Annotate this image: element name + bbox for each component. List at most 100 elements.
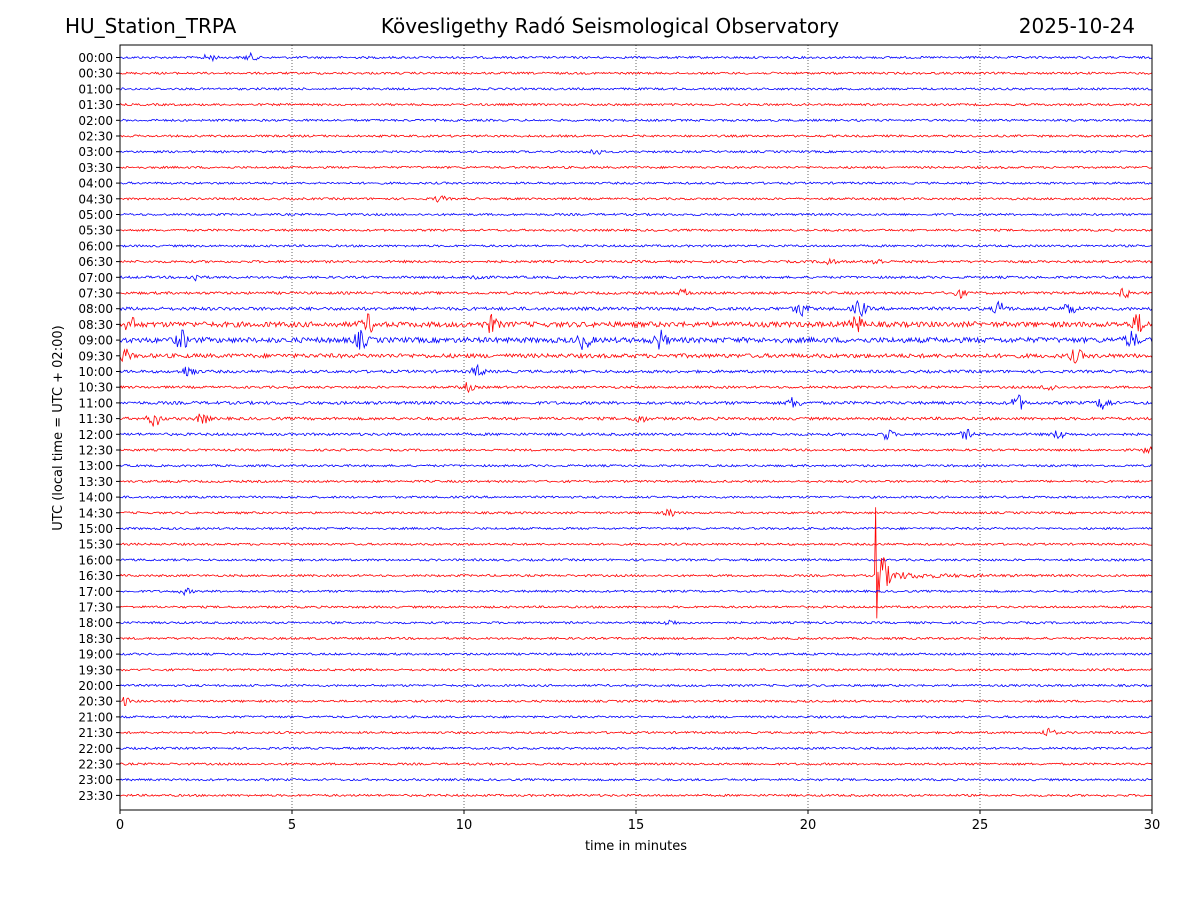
y-tick-label: 05:00	[78, 208, 113, 222]
y-axis-label: UTC (local time = UTC + 02:00)	[51, 325, 66, 530]
y-tick-label: 10:30	[78, 381, 113, 395]
trace-1530	[119, 542, 1153, 546]
y-tick-label: 00:30	[78, 67, 113, 81]
trace-1630	[119, 507, 1153, 619]
trace-0900	[119, 329, 1153, 350]
trace-0300	[119, 149, 1153, 155]
y-tick-label: 22:30	[78, 758, 113, 772]
x-tick-label: 0	[116, 818, 124, 833]
trace-0800	[119, 299, 1153, 318]
y-tick-label: 01:00	[78, 82, 113, 96]
y-tick-label: 02:00	[78, 114, 113, 128]
trace-1300	[119, 463, 1153, 468]
trace-1400	[119, 495, 1153, 499]
trace-0730	[119, 287, 1153, 299]
y-tick-label: 18:00	[78, 616, 113, 630]
y-tick-label: 07:30	[78, 287, 113, 301]
y-tick-label: 08:00	[78, 302, 113, 316]
chart-title: Kövesligethy Radó Seismological Observat…	[380, 14, 840, 38]
y-tick-label: 12:00	[78, 428, 113, 442]
y-tick-label: 21:00	[78, 710, 113, 724]
trace-2300	[119, 777, 1153, 782]
y-tick-label: 16:00	[78, 553, 113, 567]
trace-1200	[119, 428, 1153, 441]
y-tick-label: 01:30	[78, 98, 113, 112]
x-tick-label: 15	[628, 818, 645, 833]
trace-1230	[119, 446, 1153, 455]
x-tick-label: 5	[288, 818, 296, 833]
x-tick-label: 25	[972, 818, 989, 833]
y-tick-label: 16:30	[78, 569, 113, 583]
trace-1930	[119, 668, 1153, 672]
trace-0530	[119, 228, 1153, 233]
trace-1900	[119, 652, 1153, 657]
y-tick-label: 02:30	[78, 130, 113, 144]
y-tick-label: 17:00	[78, 585, 113, 599]
grid-lines	[291, 45, 981, 810]
trace-1800	[119, 619, 1153, 626]
trace-0700	[119, 274, 1153, 282]
x-tick-label: 30	[1144, 818, 1161, 833]
y-tick-label: 03:30	[78, 161, 113, 175]
trace-1030	[119, 382, 1153, 394]
y-tick-label: 09:00	[78, 334, 113, 348]
trace-0030	[119, 71, 1153, 76]
y-tick-label: 10:00	[78, 365, 113, 379]
seismic-traces	[119, 51, 1153, 798]
trace-0600	[119, 244, 1153, 248]
x-axis-label: time in minutes	[585, 839, 687, 854]
y-tick-label: 03:00	[78, 145, 113, 159]
trace-1600	[119, 558, 1153, 562]
y-tick-label: 19:00	[78, 648, 113, 662]
trace-0830	[119, 313, 1153, 334]
trace-0330	[119, 165, 1153, 170]
trace-0930	[119, 348, 1153, 364]
y-tick-label: 11:00	[78, 396, 113, 410]
y-tick-label: 13:30	[78, 475, 113, 489]
trace-1130	[119, 413, 1153, 427]
y-tick-label: 14:30	[78, 506, 113, 520]
trace-0230	[119, 134, 1153, 138]
y-tick-label: 15:30	[78, 538, 113, 552]
x-tick-label: 10	[456, 818, 473, 833]
y-tick-label: 04:00	[78, 177, 113, 191]
trace-0630	[119, 257, 1153, 266]
y-tick-label: 06:30	[78, 255, 113, 269]
trace-0430	[119, 195, 1153, 203]
y-tick-label: 20:00	[78, 679, 113, 693]
y-tick-label: 21:30	[78, 726, 113, 740]
trace-2100	[119, 715, 1153, 719]
y-tick-label: 13:00	[78, 459, 113, 473]
y-tick-label: 09:30	[78, 349, 113, 363]
trace-0130	[119, 102, 1153, 107]
trace-0000	[119, 51, 1153, 63]
y-tick-label: 04:30	[78, 192, 113, 206]
trace-2000	[119, 683, 1153, 688]
y-tick-label: 05:30	[78, 224, 113, 238]
trace-2230	[119, 762, 1153, 766]
y-tick-label: 20:30	[78, 695, 113, 709]
x-axis-ticks: 0 5 10 15 20 25 30	[116, 810, 1160, 833]
trace-0200	[119, 118, 1153, 123]
y-tick-label: 22:00	[78, 742, 113, 756]
y-tick-label: 15:00	[78, 522, 113, 536]
trace-1830	[119, 636, 1153, 641]
y-tick-label: 23:00	[78, 773, 113, 787]
y-tick-label: 08:30	[78, 318, 113, 332]
trace-1500	[119, 526, 1153, 531]
y-tick-label: 17:30	[78, 601, 113, 615]
y-tick-label: 18:30	[78, 632, 113, 646]
trace-1100	[119, 394, 1153, 410]
trace-1330	[119, 479, 1153, 484]
trace-1430	[119, 508, 1153, 518]
y-tick-label: 14:00	[78, 491, 113, 505]
y-tick-label: 23:30	[78, 789, 113, 803]
chart-date: 2025-10-24	[1018, 14, 1135, 38]
trace-2200	[119, 746, 1153, 751]
y-tick-label: 00:00	[78, 51, 113, 65]
trace-0500	[119, 212, 1153, 217]
trace-0100	[119, 87, 1153, 91]
y-tick-label: 11:30	[78, 412, 113, 426]
